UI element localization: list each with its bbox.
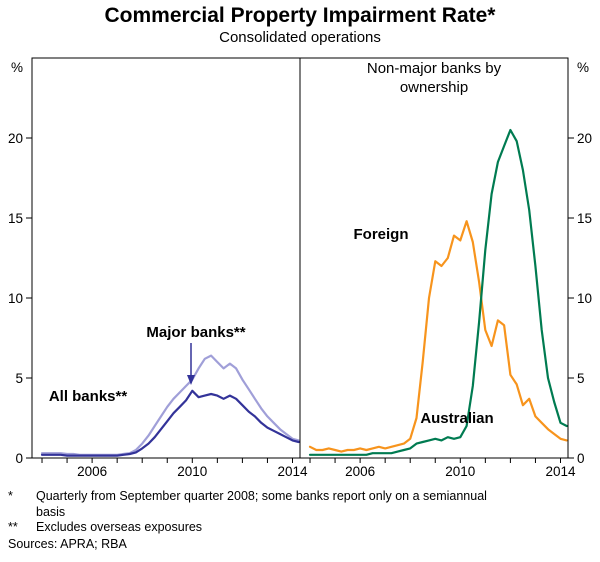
annotation-major-banks: Major banks** (146, 324, 245, 341)
series-line-australian (308, 129, 568, 457)
footnote-2-text: Excludes overseas exposures (36, 520, 203, 535)
y-axis-unit-label: % (577, 60, 589, 75)
footnote-1-marker: * (8, 489, 13, 504)
x-tick-label: 2014 (545, 464, 576, 479)
chart-subtitle: Consolidated operations (219, 29, 381, 47)
series-line-foreign (308, 220, 568, 453)
footnote-1-text: Quarterly from September quarter 2008; s… (36, 489, 487, 519)
annotation-australian: Australian (420, 410, 493, 427)
annotation-foreign: Foreign (354, 226, 409, 243)
y-tick-label: 5 (15, 371, 23, 386)
y-tick-label: 15 (577, 211, 592, 226)
right-panel-title-line2: ownership (400, 79, 468, 96)
y-tick-label: 20 (8, 131, 23, 146)
major-banks-arrow-head (187, 375, 195, 386)
series-layer (40, 129, 568, 457)
footnotes: * Quarterly from September quarter 2008;… (0, 487, 600, 553)
y-tick-label: 0 (15, 451, 23, 466)
right-panel-title-line1: Non-major banks by (367, 60, 502, 77)
y-tick-label: 10 (577, 291, 592, 306)
y-tick-label: 20 (577, 131, 592, 146)
x-tick-label: 2014 (277, 464, 308, 479)
annotation-all-banks: All banks** (49, 388, 128, 405)
footnote-1: * Quarterly from September quarter 2008;… (8, 489, 592, 520)
x-tick-label: 2006 (345, 464, 375, 479)
y-axis-unit-label: % (11, 60, 23, 75)
x-tick-label: 2006 (77, 464, 107, 479)
x-tick-label: 2010 (177, 464, 207, 479)
y-tick-label: 15 (8, 211, 23, 226)
series-line-all-banks-- (40, 354, 300, 457)
x-tick-label: 2010 (445, 464, 475, 479)
y-tick-label: 0 (577, 451, 585, 466)
footnote-2: ** Excludes overseas exposures (8, 520, 592, 536)
footnote-2-marker: ** (8, 520, 18, 535)
series-line-major-banks-- (40, 389, 300, 457)
chart-title: Commercial Property Impairment Rate* (104, 4, 496, 27)
sources-line: Sources: APRA; RBA (8, 537, 127, 552)
y-tick-label: 10 (8, 291, 23, 306)
y-tick-label: 5 (577, 371, 585, 386)
